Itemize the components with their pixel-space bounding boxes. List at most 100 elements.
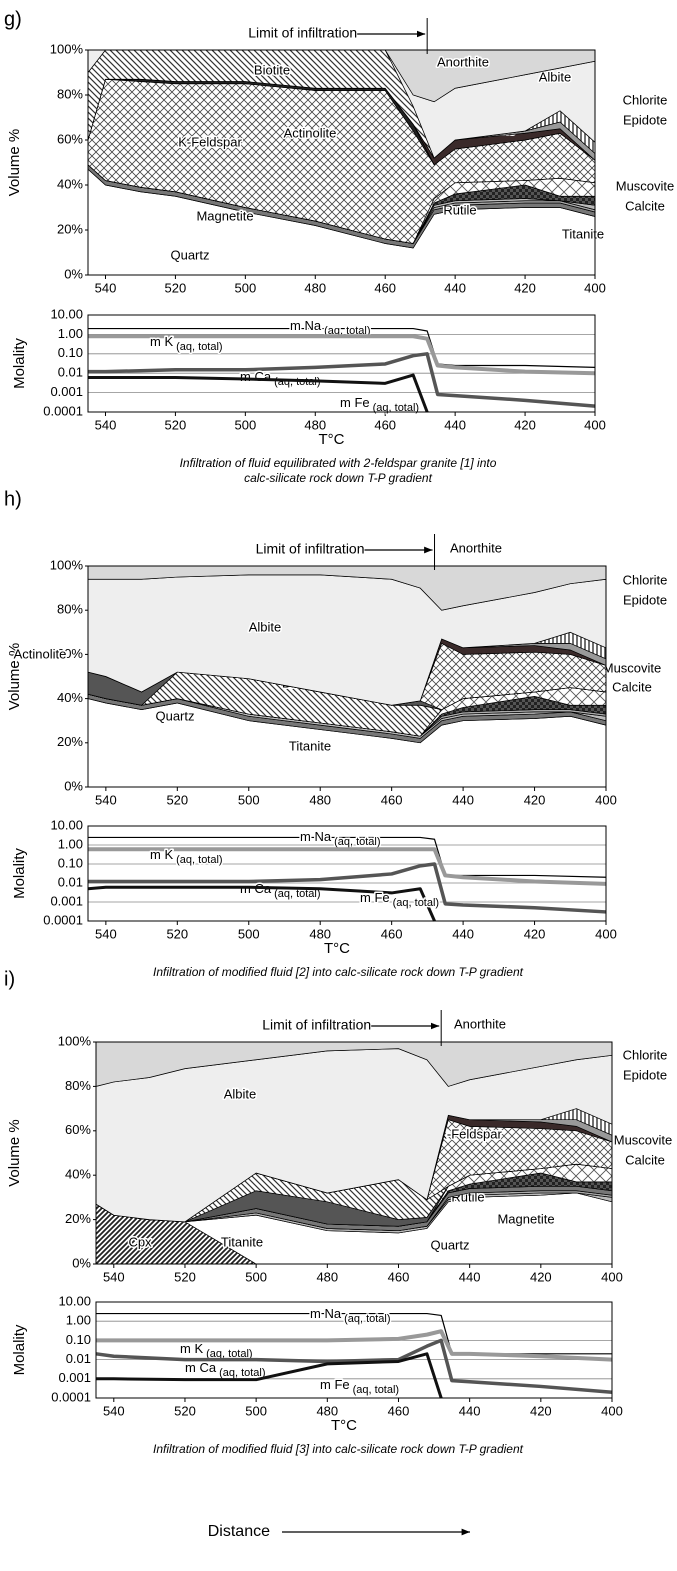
y-tick-label: 80%: [57, 602, 83, 617]
y-tick-label: 40%: [65, 1167, 91, 1182]
footer: Distance: [208, 1523, 270, 1540]
phase-label: Chlorite: [623, 572, 668, 587]
series-label: m K (aq, total): [180, 1341, 253, 1359]
series-name: m Ca: [185, 1360, 217, 1375]
phase-label: Calcite: [625, 198, 665, 213]
x-tick-label: 540: [95, 926, 117, 941]
x-tick-label: 440: [444, 417, 466, 432]
x-tick-label: 400: [601, 1403, 623, 1418]
y-tick-label: 20%: [57, 734, 83, 749]
caption: calc-silicate rock down T-P gradient: [244, 471, 433, 485]
series-name: m Fe: [360, 890, 390, 905]
y-tick-label: 0.10: [58, 345, 83, 360]
y-axis-label: Volume %: [6, 129, 23, 197]
x-tick-label: 480: [304, 280, 326, 295]
phase-label: Anorthite: [437, 54, 489, 69]
series-name: m Fe: [340, 395, 370, 410]
series-line: [88, 373, 429, 413]
x-tick-label: 500: [234, 280, 256, 295]
y-tick-label: 100%: [58, 1033, 92, 1048]
x-tick-label: 540: [95, 280, 117, 295]
phase-label: Calcite: [625, 1152, 665, 1167]
series-name: m K: [180, 1341, 203, 1356]
y-tick-label: 0.0001: [43, 912, 83, 927]
phase-label: Quartz: [430, 1237, 469, 1252]
series-subscript: (aq, total): [353, 1384, 399, 1396]
phase-label: Titanite: [562, 226, 604, 241]
series-name: m K: [150, 847, 173, 862]
series-line: [96, 1352, 443, 1399]
phase-label: Chlorite: [623, 1047, 668, 1062]
series-subscript: (aq, total): [219, 1367, 265, 1379]
x-tick-label: 440: [452, 926, 474, 941]
y-tick-label: 40%: [57, 176, 83, 191]
series-label: m Fe (aq, total): [340, 395, 419, 413]
y-tick-label: 60%: [57, 131, 83, 146]
series-line: [88, 334, 596, 376]
phase-label: Calcite: [612, 679, 652, 694]
y-tick-label: 0.0001: [43, 403, 83, 418]
x-tick-label: 460: [388, 1269, 410, 1284]
y-tick-label: 0.0001: [51, 1389, 91, 1404]
y-tick-label: 0.001: [50, 893, 83, 908]
x-tick-label: 480: [316, 1403, 338, 1418]
series-subscript: (aq, total): [393, 897, 439, 909]
series-line: [88, 352, 596, 408]
y-tick-label: 0.01: [58, 365, 83, 380]
x-tick-label: 420: [514, 280, 536, 295]
series-label: m Fe (aq, total): [360, 890, 439, 908]
series-label: m Fe (aq, total): [320, 1377, 399, 1395]
x-tick-label: 400: [601, 1269, 623, 1284]
series-name: m Na: [310, 1306, 342, 1321]
plot-frame: [95, 1041, 613, 1265]
caption: Infiltration of modified fluid [3] into …: [153, 1442, 524, 1456]
x-tick-label: 520: [165, 280, 187, 295]
plot-frame: [95, 1301, 613, 1399]
x-tick-label: 460: [374, 417, 396, 432]
x-tick-label: 460: [388, 1403, 410, 1418]
caption: Infiltration of fluid equilibrated with …: [180, 456, 497, 470]
y-axis-label: Molality: [11, 1324, 28, 1375]
series-subscript: (aq, total): [344, 1313, 390, 1325]
y-tick-label: 0.001: [50, 384, 83, 399]
y-tick-label: 10.00: [58, 1293, 91, 1308]
y-tick-label: 0.01: [66, 1351, 91, 1366]
annotation: Limit of infiltration: [256, 541, 365, 557]
phase-label: Anorthite: [454, 1016, 506, 1031]
phase-label: Albite: [539, 69, 572, 84]
y-tick-label: 0%: [64, 778, 83, 793]
series-name: m Ca: [240, 881, 272, 896]
panel-label: h): [4, 488, 22, 510]
y-axis-label: Volume %: [6, 1119, 23, 1187]
y-tick-label: 100%: [50, 41, 84, 56]
phase-label: Muscovite: [616, 178, 675, 193]
plot-frame: [87, 49, 596, 276]
x-tick-label: 520: [165, 417, 187, 432]
plot-frame: [87, 565, 607, 788]
series-subscript: (aq, total): [206, 1348, 252, 1360]
phase-label: Anorthite: [450, 540, 502, 555]
y-tick-label: 40%: [57, 690, 83, 705]
y-tick-label: 100%: [50, 557, 84, 572]
phase-label: Epidote: [623, 112, 667, 127]
caption: Infiltration of modified fluid [2] into …: [153, 965, 524, 979]
x-tick-label: 540: [95, 792, 117, 807]
phase-label: Chlorite: [623, 92, 668, 107]
series-line: [95, 1338, 613, 1394]
y-tick-label: 0.10: [58, 855, 83, 870]
x-tick-label: 540: [103, 1403, 125, 1418]
x-tick-label: 500: [245, 1403, 267, 1418]
y-tick-label: 10.00: [50, 306, 83, 321]
x-tick-label: 520: [174, 1269, 196, 1284]
x-tick-label: 440: [452, 792, 474, 807]
series-name: m Na: [290, 318, 322, 333]
x-tick-label: 400: [595, 792, 617, 807]
phase-label: Muscovite: [603, 660, 662, 675]
series-name: m Na: [300, 829, 332, 844]
series-line: [88, 847, 607, 886]
panel-label: g): [4, 8, 22, 30]
y-axis-label: Molality: [11, 848, 28, 899]
series-name: m K: [150, 334, 173, 349]
x-tick-label: 480: [309, 926, 331, 941]
x-tick-label: 420: [530, 1269, 552, 1284]
